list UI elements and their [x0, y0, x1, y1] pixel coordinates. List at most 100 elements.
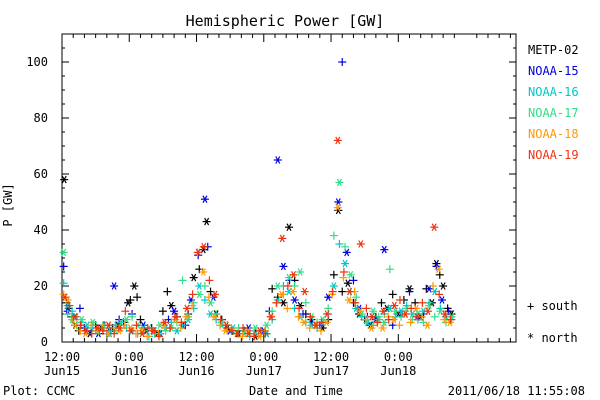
data-point-south — [126, 296, 135, 304]
data-point-south — [339, 268, 348, 276]
data-point-south — [405, 287, 414, 296]
x-tick-label-time: 0:00 — [249, 350, 278, 364]
data-point-south — [261, 329, 270, 338]
data-point-south — [177, 318, 186, 327]
legend-south-marker: + south — [527, 299, 578, 313]
data-point-south — [63, 310, 72, 318]
data-point-north — [285, 223, 293, 231]
data-point-south — [305, 324, 314, 332]
data-point-north — [439, 282, 448, 290]
data-point-south — [205, 276, 214, 285]
data-point-north — [60, 175, 69, 184]
x-tick-label-date: Jun15 — [44, 364, 80, 378]
data-point-south — [188, 301, 197, 310]
data-point-south — [143, 332, 152, 341]
data-point-north — [345, 287, 354, 296]
x-tick-label-time: 12:00 — [313, 350, 349, 364]
data-point-north — [110, 282, 119, 290]
data-point-south — [76, 321, 85, 330]
data-point-north — [167, 301, 176, 310]
data-point-north — [170, 307, 179, 315]
data-point-south — [65, 301, 74, 310]
series-metp-02 — [60, 175, 456, 341]
data-point-south — [317, 318, 326, 327]
data-point-north — [273, 156, 282, 164]
x-tick-label-date: Jun16 — [178, 364, 214, 378]
data-point-south — [158, 307, 167, 316]
data-point-north — [182, 304, 191, 313]
y-tick-label: 100 — [26, 55, 48, 69]
data-point-south — [429, 282, 438, 290]
x-tick-label-date: Jun17 — [313, 364, 349, 378]
legend-entry: NOAA-19 — [528, 148, 579, 162]
data-point-north — [424, 307, 433, 315]
data-point-south — [338, 287, 347, 296]
x-tick-label-time: 12:00 — [44, 350, 80, 364]
data-point-south — [216, 315, 225, 324]
data-point-south — [294, 312, 303, 321]
data-point-south — [328, 287, 337, 296]
footer-timestamp: 2011/06/18 11:55:08 — [448, 384, 585, 398]
data-point-north — [346, 271, 355, 279]
series-noaa-18 — [59, 203, 454, 341]
chart-title: Hemispheric Power [GW] — [186, 12, 385, 30]
data-point-south — [120, 321, 129, 330]
data-point-north — [356, 307, 365, 315]
x-tick-label-date: Jun18 — [380, 364, 416, 378]
data-point-north — [412, 313, 421, 321]
data-point-north — [367, 313, 376, 321]
x-tick-label-time: 0:00 — [384, 350, 413, 364]
data-point-north — [438, 296, 447, 304]
data-point-north — [335, 178, 344, 187]
data-point-south — [301, 298, 310, 307]
data-point-south — [361, 315, 370, 324]
data-point-north — [379, 307, 388, 315]
data-point-south — [136, 315, 145, 324]
data-point-south — [283, 304, 292, 313]
data-point-south — [133, 293, 142, 302]
legend-entry: NOAA-16 — [528, 85, 579, 99]
data-point-south — [239, 324, 248, 332]
data-point-north — [93, 324, 102, 332]
plot-frame — [61, 33, 517, 343]
data-point-north — [367, 324, 376, 332]
data-point-north — [138, 329, 147, 338]
data-point-north — [391, 307, 400, 315]
x-tick-label-date: Jun17 — [246, 364, 282, 378]
data-point-south — [374, 312, 383, 321]
data-point-south — [306, 312, 315, 321]
data-point-south — [238, 332, 247, 341]
data-point-south — [373, 318, 382, 327]
x-axis-label: Date and Time — [249, 384, 343, 398]
data-point-north — [333, 136, 342, 145]
data-point-north — [149, 327, 158, 335]
data-point-north — [160, 318, 169, 327]
y-tick-label: 80 — [34, 111, 48, 125]
data-point-south — [352, 293, 361, 302]
data-point-north — [115, 324, 124, 332]
data-point-north — [356, 240, 365, 248]
data-point-north — [200, 195, 209, 203]
data-point-north — [430, 223, 439, 231]
axes: 02040608010012:00Jun150:00Jun1612:00Jun1… — [26, 33, 517, 378]
data-point-north — [104, 321, 113, 329]
data-point-south — [128, 312, 137, 321]
data-point-north — [262, 321, 271, 329]
data-point-north — [211, 290, 220, 299]
legend-entry: NOAA-15 — [528, 64, 579, 78]
data-point-south — [98, 326, 107, 335]
data-point-north — [341, 259, 350, 268]
legend-entry: NOAA-18 — [528, 127, 579, 141]
data-point-south — [446, 315, 455, 324]
data-point-north — [290, 296, 299, 304]
data-point-north — [423, 321, 432, 329]
data-point-south — [349, 276, 358, 285]
data-point-south — [75, 304, 84, 313]
data-point-north — [343, 279, 352, 287]
data-point-south — [59, 262, 68, 271]
data-point-south — [295, 304, 304, 313]
y-tick-label: 20 — [34, 279, 48, 293]
data-point-south — [435, 290, 444, 299]
series-noaa-19 — [60, 136, 455, 341]
legend-entry: NOAA-17 — [528, 106, 579, 120]
